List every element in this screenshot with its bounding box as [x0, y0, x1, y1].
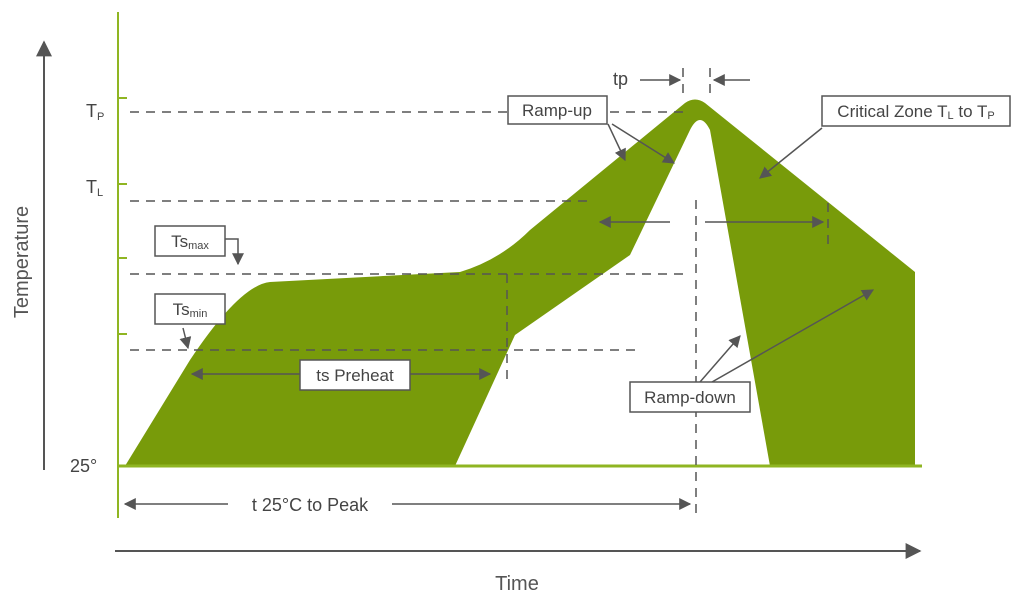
ts-min-box	[154, 293, 226, 325]
ts-min-label: Tsmin	[173, 300, 208, 320]
y-axis-label: Temperature	[11, 206, 33, 318]
ts-max-box	[154, 225, 226, 257]
rampup-pointer-1	[607, 123, 626, 162]
reflow-profile-band	[125, 99, 915, 466]
critical-zone-label: Critical Zone TL to TP	[837, 102, 994, 122]
critical-zone-box	[821, 95, 1011, 127]
rampup-pointer-2	[611, 123, 676, 164]
ramp-down-box	[629, 381, 751, 413]
critical-pointer	[759, 127, 823, 179]
ramp-up-label: Ramp-up	[522, 101, 592, 120]
tp-marker-label: tp	[613, 69, 628, 89]
tsmin-pointer	[179, 327, 192, 350]
measurement-arrows	[123, 74, 875, 510]
ramp-up-box	[507, 95, 608, 125]
tsmax-pointer	[225, 238, 244, 266]
y-tick-label-tp: TP	[86, 101, 104, 123]
ramp-down-label: Ramp-down	[644, 388, 736, 407]
rampdown-pointer-2	[711, 289, 875, 383]
y-tick-label-25: 25°	[70, 456, 97, 476]
t25-to-peak-label: t 25°C to Peak	[252, 495, 369, 515]
rampdown-pointer-1	[699, 335, 741, 383]
ts-preheat-box	[299, 359, 411, 391]
ts-preheat-label: ts Preheat	[316, 366, 394, 385]
x-axis-label: Time	[495, 573, 539, 595]
ts-max-label: Tsmax	[171, 232, 209, 252]
y-tick-label-tl: TL	[86, 177, 103, 199]
